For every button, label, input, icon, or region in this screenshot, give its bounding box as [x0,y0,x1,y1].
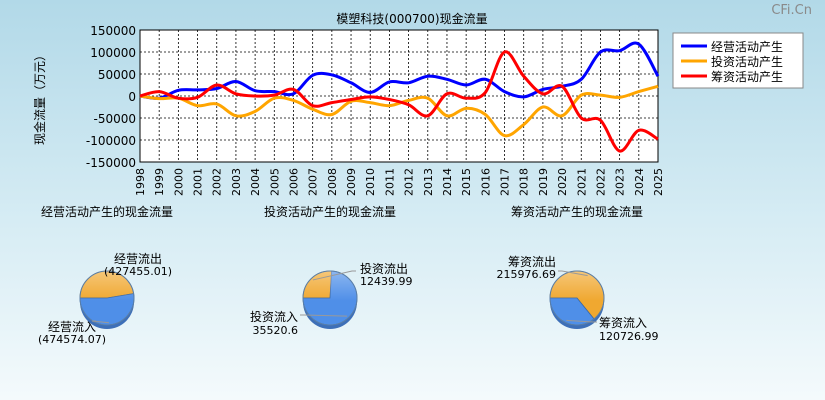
x-tick-label: 2018 [518,168,531,196]
chart-title: 模塑科技(000700)现金流量 [336,11,487,26]
x-tick-label: 2023 [614,168,627,196]
legend-label: 筹资活动产生 [711,70,783,84]
x-tick-label: 2006 [287,168,300,196]
pie-slice-label: 筹资流出 [508,255,556,269]
y-tick-label: 0 [128,90,136,104]
x-tick-label: 2008 [326,168,339,196]
pie-gloss [79,270,135,326]
financing-series-line [139,50,659,153]
legend-label: 投资活动产生 [711,54,783,69]
x-tick-label: 2010 [364,168,377,196]
x-tick-label: 2007 [307,168,320,196]
x-tick-label: 2002 [211,168,224,196]
pie-title: 筹资活动产生的现金流量 [511,204,643,219]
pie-leader-line [91,320,110,324]
pie-slice-value: 120726.99 [599,330,659,343]
pie-slice-label: 投资流入 [250,309,298,324]
x-tick-label: 1998 [134,168,147,196]
x-tick-label: 2014 [441,168,454,196]
pie-leader-line [566,319,597,323]
pie-slice-label: 经营流出 [114,252,162,266]
y-axis-label: 现金流量（万元） [32,49,47,145]
x-tick-label: 2011 [383,168,396,196]
plot-background [139,29,659,163]
y-tick-label: -150000 [86,156,136,170]
pie-leader-line [104,269,114,274]
pie-gloss [302,270,358,326]
x-tick-label: 2017 [499,168,512,196]
watermark: CFi.Cn [771,3,812,18]
pie-slice-label: 投资流出 [360,261,408,276]
x-tick-label: 2001 [192,168,205,196]
pie-leader-line [300,314,348,317]
y-tick-label: 150000 [90,24,136,38]
x-tick-label: 2022 [594,168,607,196]
x-tick-label: 2005 [268,168,281,196]
x-tick-label: 2009 [345,168,358,196]
x-tick-label: 2015 [460,168,473,196]
pie-title: 投资活动产生的现金流量 [264,204,396,219]
y-tick-label: -100000 [86,134,136,148]
x-tick-label: 2024 [633,168,646,196]
x-tick-label: 2000 [172,168,185,196]
y-tick-label: -50000 [93,112,136,126]
operating-series-line [139,41,660,100]
x-tick-label: 2013 [422,168,435,196]
pie-slice-value: 215976.69 [497,268,557,281]
pie-leader-line [558,270,588,277]
y-tick-label: 50000 [98,68,136,82]
x-tick-label: 2012 [403,168,416,196]
x-tick-label: 2019 [537,168,550,196]
pie-slice-label: 经营流入 [48,320,96,334]
pie-slice-value: (427455.01) [104,265,172,278]
plot-area: 150000100000500000-50000-100000-15000019… [86,24,665,196]
pie-gloss [549,270,605,326]
x-tick-label: 2020 [556,168,569,196]
legend-label: 经营活动产生 [711,40,783,54]
pie-leader-line [312,270,356,281]
pie-slice-value: (474574.07) [38,333,106,346]
y-tick-label: 100000 [90,46,136,60]
pie-slice-value: 12439.99 [360,275,413,288]
x-tick-label: 2003 [230,168,243,196]
x-tick-label: 2016 [479,168,492,196]
x-tick-label: 2025 [652,168,665,196]
x-tick-label: 2004 [249,168,262,196]
pie-slice-label: 筹资流入 [599,316,647,330]
investing-series-line [139,84,659,138]
x-tick-label: 1999 [153,168,166,196]
pie-slice-value: 35520.6 [253,324,299,337]
pie-title: 经营活动产生的现金流量 [41,204,173,219]
x-tick-label: 2021 [575,168,588,196]
